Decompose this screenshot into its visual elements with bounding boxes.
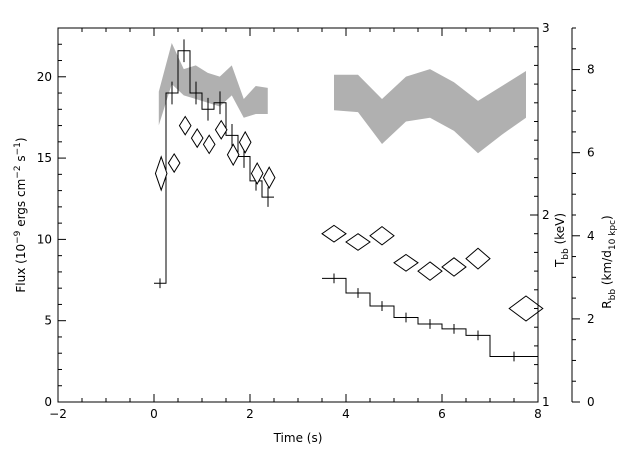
radius-diamond-7 [238,130,252,154]
radius-diamond-0 [154,155,168,192]
tbb-tick-label: 3 [542,21,550,35]
radius-diamond-15 [441,257,467,277]
tbb-tick-label: 2 [542,208,550,222]
radius-diamond-5 [214,119,228,140]
x-axis-title: Time (s) [273,431,323,445]
tbb-tick-label: 1 [542,395,550,409]
rbb-tick-label: 2 [587,312,595,326]
rbb-tick-label: 0 [587,395,595,409]
flux-tick-label: 20 [37,70,52,84]
flux-tick-label: 5 [44,314,52,328]
temperature-band-0 [158,42,268,126]
flux-tick-label: 0 [44,395,52,409]
y-axis-title-rbb: Rbb (km/d10 kpc) [600,215,618,308]
radius-diamond-16 [465,247,491,270]
radius-diamond-3 [190,128,204,149]
rbb-tick-label: 6 [587,146,595,160]
x-tick-label: 4 [342,407,350,421]
plot-frame [57,27,539,403]
radius-diamond-2 [178,115,192,136]
radius-diamond-8 [250,162,264,185]
rbb-tick-label: 4 [587,229,595,243]
radius-diamond-17 [508,295,544,322]
radius-diamond-13 [393,253,419,272]
x-tick-label: 6 [438,407,446,421]
radius-diamond-4 [202,134,216,155]
radius-diamond-9 [262,166,276,190]
radius-diamond-10 [321,224,347,243]
flux-tick-label: 10 [37,232,52,246]
y-axis-title-tbb: Tbb (keV) [553,213,571,268]
x-tick-label: 2 [246,407,254,421]
radius-series-layer [154,115,544,322]
x-tick-label: −2 [49,407,67,421]
radius-diamond-1 [167,152,181,174]
flux-tick-label: 15 [37,151,52,165]
radius-diamond-11 [345,233,371,251]
temperature-band-1 [334,69,526,154]
radius-diamond-14 [417,261,443,281]
rbb-tick-label: 8 [587,63,595,77]
radius-diamond-6 [226,143,240,167]
x-tick-label: 8 [534,407,542,421]
radius-diamond-12 [369,226,395,246]
temperature-band-layer [158,42,526,154]
x-tick-label: 0 [150,407,158,421]
flux-series-layer [154,39,538,362]
y-axis-title-flux: Flux (10−9 ergs cm−2 s−1) [13,137,28,292]
axes [57,27,573,403]
